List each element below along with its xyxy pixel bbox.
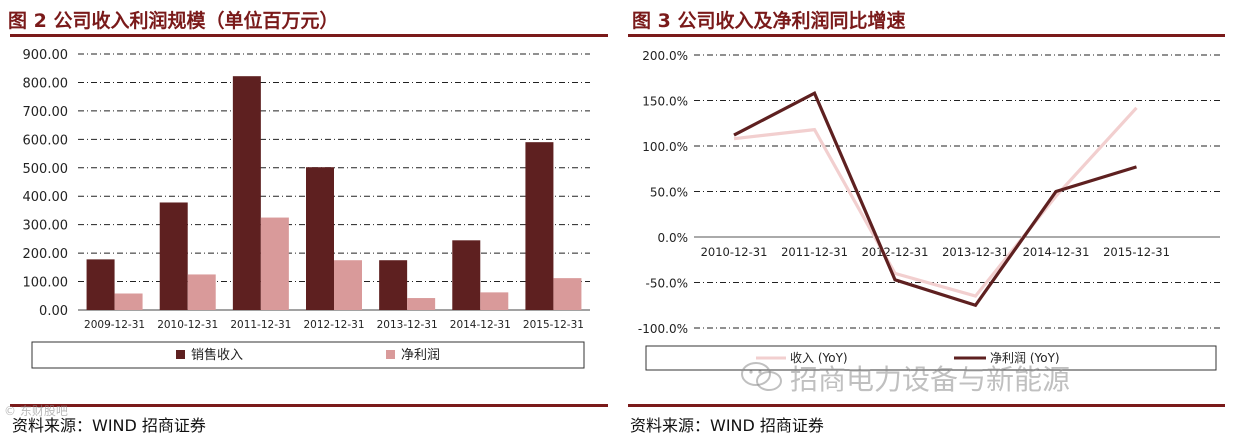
right-source-note: 资料来源：WIND 招商证券 (630, 416, 824, 435)
bar-revenue (86, 259, 115, 310)
y-tick-label: 100.0% (642, 140, 688, 154)
legend-box (645, 345, 1217, 371)
bar-net-profit (187, 274, 216, 310)
bar-revenue (306, 167, 334, 310)
wechat-icon (741, 362, 782, 391)
line-revenue-yoy (733, 106, 1138, 298)
x-tick-label: 2010-12-31 (157, 319, 218, 331)
y-tick-label: 800.00 (23, 76, 69, 91)
legend-label-revenue-yoy: 收入 (YoY) (790, 351, 848, 365)
y-tick-label: 900.00 (23, 48, 69, 63)
x-tick-label: 2013-12-31 (942, 245, 1009, 259)
legend-box (31, 341, 585, 369)
legend-label-revenue: 销售收入 (191, 347, 243, 363)
left-source-note: 资料来源：WIND 招商证券 (12, 416, 206, 435)
x-tick-label: 2011-12-31 (230, 319, 291, 331)
right-source-rule (628, 404, 1225, 407)
bar-revenue (452, 240, 481, 310)
yoy-growth-line-chart: -100.0% -50.0% 0.0% 50.0% 100.0% 150.0% 200.0%… (638, 49, 1220, 371)
bar-net-profit (114, 293, 143, 310)
bar-net-profit (480, 292, 509, 310)
bar-revenue (232, 76, 261, 310)
y-tick-label: 500.00 (23, 162, 69, 177)
bar-net-profit (553, 278, 582, 310)
left-source-rule (10, 404, 608, 407)
right-panel: 图 3 公司收入及净利润同比增速 -100.0% -50.0% 0.0% 50.0% 1… (624, 0, 1237, 440)
left-panel: 图 2 公司收入利润规模（单位百万元） 0.00 100.00 200.00 300.… (0, 0, 612, 440)
bar-revenue (525, 142, 554, 310)
x-tick-label: 2009-12-31 (84, 319, 145, 331)
right-chart-title: 图 3 公司收入及净利润同比增速 (632, 10, 906, 32)
x-tick-label: 2012-12-31 (862, 245, 929, 259)
legend-swatch-net-profit (386, 350, 395, 359)
x-tick-label: 2014-12-31 (450, 319, 511, 331)
left-title-rule (10, 34, 608, 37)
left-chart-title: 图 2 公司收入利润规模（单位百万元） (8, 10, 339, 32)
x-tick-label: 2010-12-31 (701, 245, 768, 259)
line-net-profit-yoy (733, 90, 1137, 308)
right-title-rule (628, 34, 1225, 37)
bar-revenue (379, 260, 408, 310)
revenue-profit-bar-chart: 0.00 100.00 200.00 300.00 400.00 500.00 600.00… (23, 48, 590, 369)
bar-net-profit (407, 298, 436, 310)
y-tick-label: 150.0% (642, 95, 688, 109)
y-tick-label: 600.00 (23, 133, 69, 148)
x-tick-label: 2013-12-31 (377, 319, 438, 331)
legend-label-net-profit-yoy: 净利润 (YoY) (990, 351, 1060, 365)
y-tick-label: -100.0% (638, 322, 688, 336)
y-tick-label: 100.00 (23, 276, 69, 291)
legend-swatch-revenue (176, 350, 185, 359)
y-tick-label: 0.0% (658, 231, 689, 245)
bar-net-profit (260, 217, 289, 310)
y-tick-label: 50.0% (650, 186, 688, 200)
x-tick-label: 2011-12-31 (781, 245, 848, 259)
y-tick-label: 300.00 (23, 219, 69, 234)
bar-net-profit (334, 260, 362, 310)
x-tick-label: 2015-12-31 (1103, 245, 1170, 259)
y-tick-label: 400.00 (23, 190, 69, 205)
y-tick-label: 700.00 (23, 105, 69, 120)
y-tick-label: 200.00 (23, 247, 69, 262)
y-tick-label: -50.0% (646, 277, 688, 291)
legend-label-net-profit: 净利润 (401, 348, 440, 363)
y-tick-label: 0.00 (39, 304, 68, 319)
watermark-text: 招商电力设备与新能源 (790, 363, 1071, 396)
x-tick-label: 2012-12-31 (303, 319, 364, 331)
bar-revenue (159, 202, 188, 310)
x-tick-label: 2015-12-31 (523, 319, 584, 331)
corner-watermark: © 东财股吧 (4, 404, 68, 418)
x-tick-label: 2014-12-31 (1023, 245, 1090, 259)
y-tick-label: 200.0% (642, 49, 688, 63)
